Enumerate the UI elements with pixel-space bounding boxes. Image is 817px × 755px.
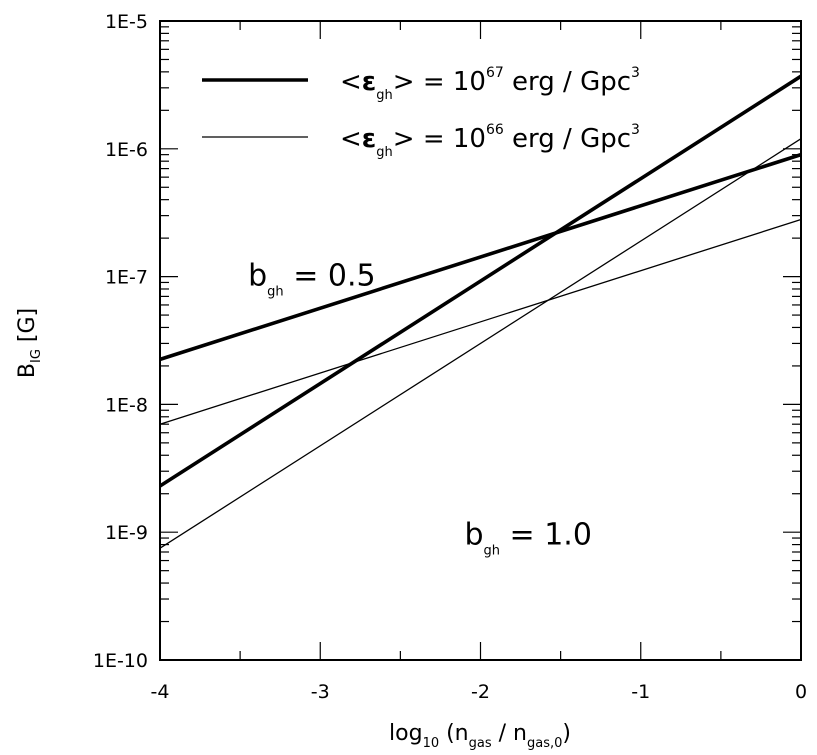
tick-labels-group: 1E-10 1E-9 1E-8 1E-7 1E-6 1E-5 -4 -3 -2 -1 0 xyxy=(93,11,807,703)
y-tick-label: 1E-5 xyxy=(105,11,148,33)
x-axis-title-open: (n xyxy=(439,721,469,746)
series-line-thick-1 xyxy=(159,74,802,488)
y-tick-label: 1E-9 xyxy=(105,522,148,544)
plot-border xyxy=(159,20,802,661)
annotation-main: b xyxy=(248,259,267,294)
legend-lt: < xyxy=(340,67,362,97)
legend-label-thick: <εgh> = 1067 erg / Gpc3 xyxy=(340,65,640,103)
x-axis-title-den-sub: gas,0 xyxy=(527,736,562,751)
series-line-thin-3 xyxy=(159,138,802,549)
legend-lt: < xyxy=(340,124,362,154)
x-axis-title-sub: 10 xyxy=(423,736,440,751)
legend-unit: erg / Gpc xyxy=(504,67,631,97)
x-axis-title-close: ) xyxy=(562,721,571,746)
legend: <εgh> = 1067 erg / Gpc3 <εgh> = 1066 erg… xyxy=(202,65,640,160)
legend-sub: gh xyxy=(376,88,393,103)
y-tick-label: 1E-8 xyxy=(105,394,148,416)
legend-unit: erg / Gpc xyxy=(504,124,631,154)
legend-symbol: ε xyxy=(362,124,376,154)
y-tick-label: 1E-10 xyxy=(93,650,148,672)
legend-label-thin: <εgh> = 1066 erg / Gpc3 xyxy=(340,122,640,160)
x-axis-title-mid: / n xyxy=(492,721,527,746)
x-tick-label: -4 xyxy=(151,681,170,703)
series-group xyxy=(159,74,802,549)
x-tick-label: -1 xyxy=(631,681,650,703)
x-axis-title-main: log xyxy=(389,721,423,746)
series-line-thick-0 xyxy=(159,152,802,362)
ticks-group xyxy=(159,20,802,661)
plot-frame xyxy=(159,20,802,661)
x-axis-title-num-sub: gas xyxy=(469,736,492,751)
annotation-main: b xyxy=(464,518,483,553)
legend-sub: gh xyxy=(376,145,393,160)
legend-unit-exp: 3 xyxy=(631,65,640,81)
annotation-b-1.0: bgh = 1.0 xyxy=(464,518,591,559)
x-tick-label: -3 xyxy=(311,681,330,703)
legend-mid: > = 10 xyxy=(393,67,486,97)
y-axis-title-main: B xyxy=(15,363,40,378)
legend-mid: > = 10 xyxy=(393,124,486,154)
y-tick-label: 1E-6 xyxy=(105,139,148,161)
annotation-rest: = 1.0 xyxy=(500,518,592,553)
annotation-sub: gh xyxy=(484,544,501,559)
annotation-rest: = 0.5 xyxy=(284,259,376,294)
annotation-b-0.5: bgh = 0.5 xyxy=(248,259,375,300)
legend-exp: 66 xyxy=(486,122,504,138)
annotation-sub: gh xyxy=(267,285,284,300)
y-axis-title-unit: [G] xyxy=(15,308,40,349)
series-line-thin-2 xyxy=(159,218,802,425)
y-axis-title-sub: IG xyxy=(29,349,44,363)
legend-symbol: ε xyxy=(362,67,376,97)
x-tick-label: 0 xyxy=(795,681,807,703)
legend-exp: 67 xyxy=(486,65,504,81)
x-tick-label: -2 xyxy=(471,681,490,703)
x-axis-title: log10 (ngas / ngas,0) xyxy=(389,721,571,751)
legend-unit-exp: 3 xyxy=(631,122,640,138)
y-tick-label: 1E-7 xyxy=(105,267,148,289)
y-axis-title: BIG [G] xyxy=(15,308,44,378)
